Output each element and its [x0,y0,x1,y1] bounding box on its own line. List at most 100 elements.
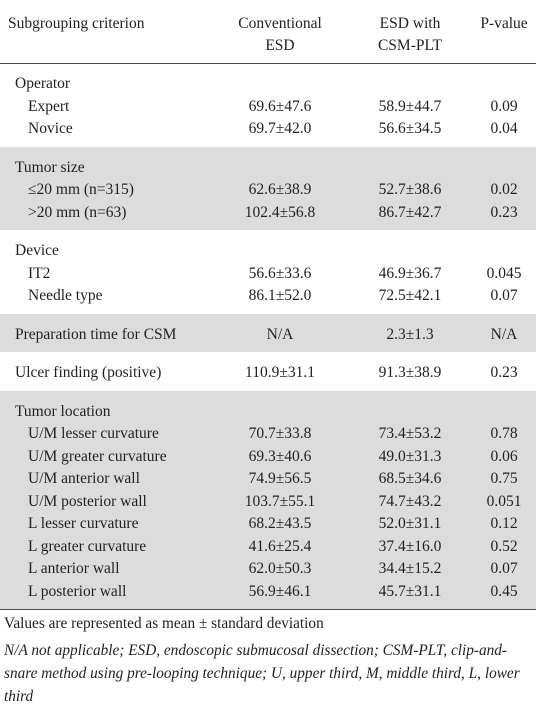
table-notes: Values are represented as mean ± standar… [0,612,536,708]
value-esd-plt: 34.4±15.2 [378,560,442,577]
value-esd-plt: 68.5±34.6 [378,470,442,487]
value-esd-plt: 91.3±38.9 [378,364,442,381]
value-conventional: 103.7±55.1 [244,492,316,510]
value-p: 0.12 [490,515,518,532]
results-table: Subgrouping criterion Conventional ESD E… [0,0,536,609]
group-padding [0,224,536,230]
row-label: Needle type [28,287,103,304]
group-padding [0,384,536,391]
value-esd-plt: 2.3±1.3 [386,325,434,343]
row-label: L lesser curvature [28,515,139,532]
row-label: U/M posterior wall [28,492,147,510]
value-p: 0.07 [490,560,518,577]
header-conventional-line1: Conventional [238,15,322,32]
group-padding [0,313,536,324]
group-padding [0,63,536,73]
value-p: 0.52 [490,537,518,555]
row-label: L posterior wall [28,582,127,600]
table-row: L lesser curvature 68.2±43.5 52.0±31.1 0.12 [0,513,536,536]
header-plt-line1: ESD with [379,15,441,32]
value-conventional: 110.9±31.1 [245,364,315,381]
table-row: IT2 56.6±33.6 46.9±36.7 0.045 [0,262,536,285]
value-conventional: 68.2±43.5 [248,515,312,532]
table-row: Preparation time for CSM N/A 2.3±1.3 N/A [0,323,536,346]
table-header-row: Subgrouping criterion Conventional ESD E… [0,0,536,63]
empty-cell [212,157,348,180]
table-row: Novice 69.7±42.0 56.6±34.5 0.04 [0,118,536,141]
table-row: L posterior wall 56.9±46.1 45.7±31.1 0.45 [0,580,536,603]
group-padding [0,307,536,314]
value-conventional: 86.1±52.0 [248,287,312,304]
value-conventional: 56.6±33.6 [248,264,312,282]
value-p: 0.09 [490,97,518,115]
value-p: 0.04 [490,120,518,137]
empty-cell [348,240,472,263]
value-p: 0.02 [490,181,518,198]
empty-cell [212,401,348,424]
empty-cell [472,240,536,263]
table-row: U/M lesser curvature 70.7±33.8 73.4±53.2 0.… [0,423,536,446]
row-label: L greater curvature [28,537,147,555]
value-esd-plt: 52.7±38.6 [378,181,442,198]
header-criterion: Subgrouping criterion [8,15,145,32]
value-p: 0.78 [490,425,518,442]
group-title: Operator [15,75,71,92]
group-padding [0,352,536,362]
empty-cell [348,157,472,180]
value-p: 0.23 [490,203,518,221]
value-p: 0.75 [490,470,518,487]
row-label: Expert [28,97,70,115]
value-conventional: 69.3±40.6 [248,447,312,465]
row-label: U/M lesser curvature [28,425,159,442]
group-padding [0,346,536,352]
header-conventional-line2: ESD [265,37,295,54]
value-esd-plt: 73.4±53.2 [378,425,442,442]
group-padding [0,230,536,240]
value-conventional: 69.6±47.6 [248,97,312,115]
value-esd-plt: 37.4±16.0 [378,537,442,555]
values-note: Values are represented as mean ± standar… [4,614,324,632]
row-label: >20 mm (n=63) [28,203,127,221]
value-p: 0.06 [490,447,518,465]
value-esd-plt: 74.7±43.2 [378,492,442,510]
value-conventional: 41.6±25.4 [248,537,312,555]
value-p: 0.23 [490,364,518,381]
value-p: 0.07 [490,287,518,304]
group-title: Device [15,242,59,259]
table-row: U/M greater curvature 69.3±40.6 49.0±31.3 0… [0,445,536,468]
group-padding [0,390,536,401]
value-p: 0.45 [490,582,518,600]
value-esd-plt: 58.9±44.7 [378,97,442,115]
row-label: IT2 [28,264,51,282]
group-padding [0,140,536,147]
group-header-row: Device [0,240,536,263]
value-p: 0.045 [486,264,522,282]
value-conventional: N/A [266,325,294,343]
value-conventional: 62.0±50.3 [248,560,312,577]
value-p: N/A [490,325,518,343]
empty-cell [212,73,348,96]
value-esd-plt: 52.0±31.1 [378,515,442,532]
row-label: L anterior wall [28,560,120,577]
group-title: Tumor size [15,158,85,176]
table-row: >20 mm (n=63) 102.4±56.8 86.7±42.7 0.23 [0,201,536,224]
group-title: Tumor location [15,402,111,420]
value-esd-plt: 49.0±31.3 [378,447,442,465]
value-esd-plt: 72.5±42.1 [378,287,442,304]
value-conventional: 69.7±42.0 [248,120,312,137]
value-p: 0.051 [486,492,522,510]
header-plt-line2: CSM-PLT [377,37,443,54]
group-title: Preparation time for CSM [15,325,177,343]
value-conventional: 56.9±46.1 [248,582,312,600]
value-esd-plt: 45.7±31.1 [378,582,442,600]
empty-cell [348,401,472,424]
row-label: U/M greater curvature [28,447,167,465]
table-row: Needle type 86.1±52.0 72.5±42.1 0.07 [0,285,536,308]
group-padding [0,146,536,157]
header-conventional-esd: Conventional ESD [212,0,348,63]
group-header-row: Tumor location [0,400,536,424]
value-conventional: 102.4±56.8 [244,203,316,221]
table-row: L greater curvature 41.6±25.4 37.4±16.0 0.5… [0,535,536,558]
table-row: ≤20 mm (n=315) 62.6±38.9 52.7±38.6 0.02 [0,179,536,202]
empty-cell [472,157,536,180]
